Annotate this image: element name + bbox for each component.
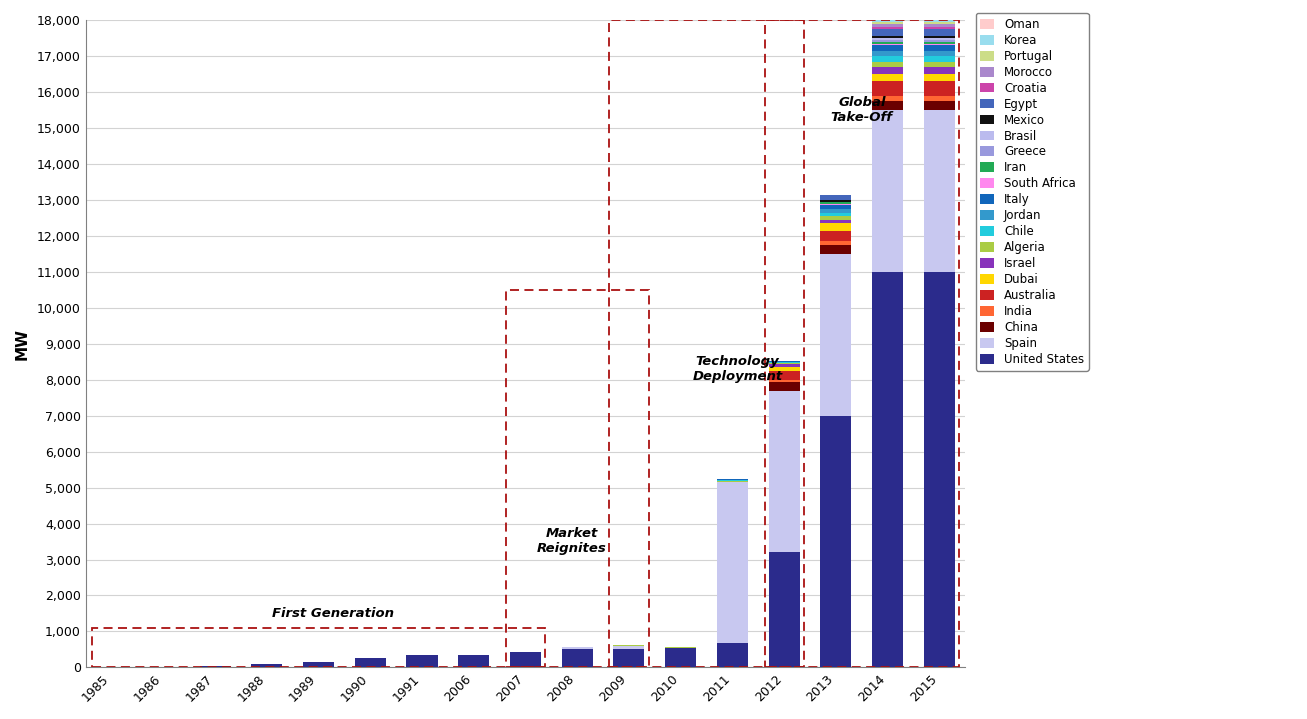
Bar	[872, 29, 903, 37]
Bar	[765, 20, 959, 667]
Bar	[872, 22, 903, 24]
Bar	[924, 51, 955, 56]
Bar	[303, 662, 335, 667]
Bar	[924, 27, 955, 29]
Bar	[769, 552, 800, 667]
Bar	[872, 45, 903, 51]
Bar	[821, 416, 851, 667]
Bar	[924, 101, 955, 110]
Text: Technology
Deployment: Technology Deployment	[693, 354, 783, 383]
Bar	[872, 40, 903, 42]
Legend: Oman, Korea, Portugal, Morocco, Croatia, Egypt, Mexico, Brasil, Greece, Iran, So: Oman, Korea, Portugal, Morocco, Croatia,…	[975, 13, 1089, 370]
Bar	[769, 364, 800, 367]
Bar	[665, 649, 697, 667]
Bar	[821, 202, 851, 203]
Bar	[872, 62, 903, 67]
Bar	[924, 15, 955, 22]
Bar	[613, 645, 644, 646]
Bar	[924, 24, 955, 27]
Bar	[609, 20, 804, 667]
Bar	[924, 40, 955, 42]
Bar	[924, 37, 955, 38]
Bar	[872, 42, 903, 44]
Bar	[924, 67, 955, 74]
Bar	[924, 29, 955, 37]
Bar	[769, 390, 800, 552]
Bar	[821, 203, 851, 206]
Bar	[872, 56, 903, 62]
Bar	[872, 24, 903, 27]
Bar	[872, 272, 903, 667]
Bar	[924, 45, 955, 51]
Bar	[872, 37, 903, 38]
Bar	[769, 380, 800, 382]
Bar	[821, 224, 851, 231]
Bar	[200, 666, 230, 667]
Bar	[924, 56, 955, 62]
Bar	[91, 628, 545, 667]
Bar	[769, 382, 800, 390]
Bar	[665, 647, 697, 649]
Bar	[821, 195, 851, 200]
Bar	[718, 644, 748, 667]
Bar	[872, 96, 903, 101]
Bar	[872, 44, 903, 45]
Bar	[406, 655, 438, 667]
Bar	[821, 206, 851, 209]
Text: Market
Reignites: Market Reignites	[537, 527, 606, 555]
Bar	[562, 647, 593, 649]
Bar	[924, 62, 955, 67]
Text: First Generation: First Generation	[272, 607, 393, 620]
Bar	[821, 216, 851, 220]
Bar	[821, 213, 851, 216]
Bar	[821, 200, 851, 202]
Bar	[718, 479, 748, 480]
Bar	[769, 367, 800, 371]
Bar	[769, 361, 800, 362]
Bar	[821, 254, 851, 416]
Y-axis label: MW: MW	[14, 328, 30, 360]
Bar	[510, 652, 541, 667]
Bar	[613, 649, 644, 667]
Bar	[924, 74, 955, 81]
Bar	[821, 209, 851, 213]
Bar	[924, 81, 955, 96]
Bar	[924, 44, 955, 45]
Bar	[872, 13, 903, 15]
Bar	[459, 655, 489, 667]
Bar	[872, 67, 903, 74]
Bar	[924, 96, 955, 101]
Bar	[821, 220, 851, 224]
Bar	[506, 290, 648, 667]
Bar	[872, 101, 903, 110]
Bar	[924, 22, 955, 24]
Bar	[821, 231, 851, 242]
Bar	[872, 38, 903, 40]
Bar	[769, 362, 800, 364]
Bar	[924, 272, 955, 667]
Bar	[251, 664, 282, 667]
Bar	[562, 649, 593, 667]
Bar	[821, 242, 851, 245]
Bar	[769, 371, 800, 380]
Text: Global
Take-Off: Global Take-Off	[831, 96, 893, 124]
Bar	[821, 245, 851, 254]
Bar	[872, 15, 903, 22]
Bar	[924, 42, 955, 44]
Bar	[924, 13, 955, 15]
Bar	[872, 27, 903, 29]
Bar	[718, 480, 748, 482]
Bar	[924, 110, 955, 272]
Bar	[872, 51, 903, 56]
Bar	[354, 659, 386, 667]
Bar	[924, 38, 955, 40]
Bar	[718, 482, 748, 644]
Bar	[872, 74, 903, 81]
Bar	[613, 646, 644, 649]
Bar	[872, 110, 903, 272]
Bar	[872, 81, 903, 96]
